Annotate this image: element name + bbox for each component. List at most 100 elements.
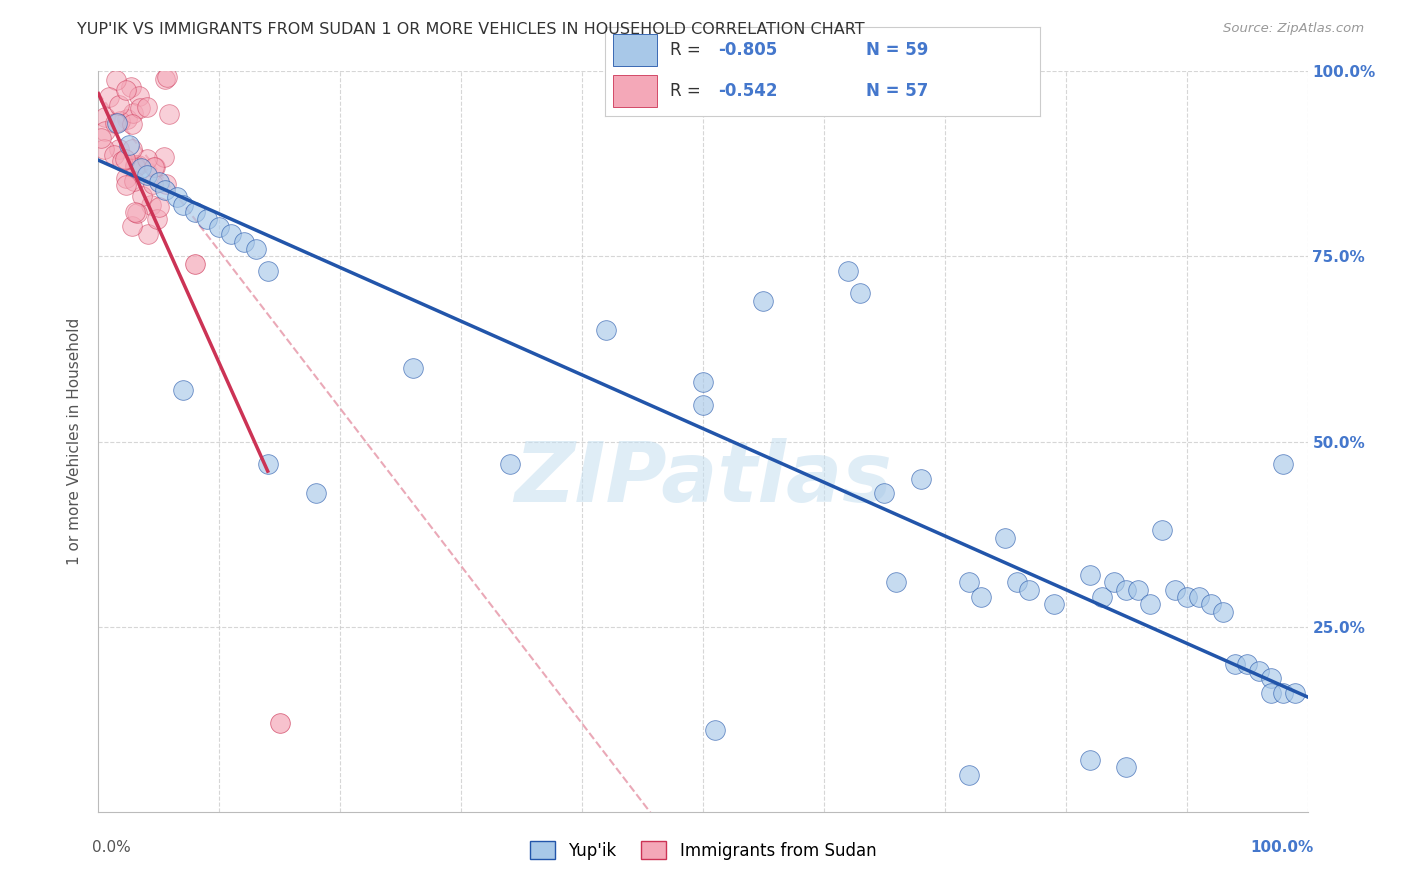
Text: N = 57: N = 57 <box>866 82 928 100</box>
Point <box>107 142 129 156</box>
Point <box>143 160 166 174</box>
Point <box>957 767 980 781</box>
Point <box>135 168 157 182</box>
Point <box>1223 657 1246 671</box>
FancyBboxPatch shape <box>613 34 657 66</box>
Point <box>136 152 159 166</box>
Point <box>195 212 218 227</box>
Point <box>1163 582 1185 597</box>
Text: R =: R = <box>671 82 706 100</box>
Point <box>121 117 143 131</box>
Point <box>1236 657 1258 671</box>
Point <box>141 198 163 212</box>
Point <box>1078 567 1101 582</box>
Point <box>256 264 278 278</box>
Point <box>1260 672 1282 686</box>
Point <box>121 219 143 233</box>
Text: -0.805: -0.805 <box>718 41 778 59</box>
Text: 100.0%: 100.0% <box>1250 840 1313 855</box>
Text: R =: R = <box>671 41 706 59</box>
Point <box>269 715 291 730</box>
Point <box>127 158 149 172</box>
Point <box>994 531 1017 545</box>
Text: ZIPatlas: ZIPatlas <box>515 438 891 519</box>
Text: 0.0%: 0.0% <box>93 840 131 855</box>
Point <box>957 575 980 590</box>
Point <box>1078 753 1101 767</box>
Point <box>121 142 143 156</box>
FancyBboxPatch shape <box>613 75 657 107</box>
Point <box>692 398 714 412</box>
Point <box>111 154 134 169</box>
Point <box>1007 575 1029 590</box>
Point <box>94 124 117 138</box>
Point <box>120 79 142 94</box>
Point <box>595 324 617 338</box>
Point <box>104 116 127 130</box>
Point <box>873 486 896 500</box>
Point <box>125 206 148 220</box>
Point <box>837 264 859 278</box>
Point <box>1018 582 1040 597</box>
Point <box>108 97 131 112</box>
Point <box>118 138 141 153</box>
Text: YUP'IK VS IMMIGRANTS FROM SUDAN 1 OR MORE VEHICLES IN HOUSEHOLD CORRELATION CHAR: YUP'IK VS IMMIGRANTS FROM SUDAN 1 OR MOR… <box>77 22 865 37</box>
Point <box>122 106 145 120</box>
Point <box>143 160 166 174</box>
Point <box>752 293 775 308</box>
Point <box>184 257 207 271</box>
Point <box>114 152 136 166</box>
Point <box>910 471 932 485</box>
Point <box>1284 686 1306 700</box>
Point <box>256 457 278 471</box>
Point <box>93 142 115 156</box>
Point <box>172 383 194 397</box>
Text: -0.542: -0.542 <box>718 82 778 100</box>
Point <box>208 219 231 234</box>
Point <box>128 89 150 103</box>
Point <box>146 212 169 227</box>
Point <box>155 177 177 191</box>
Point <box>1102 575 1125 590</box>
Text: Source: ZipAtlas.com: Source: ZipAtlas.com <box>1223 22 1364 36</box>
Point <box>129 161 152 175</box>
Point <box>1199 598 1222 612</box>
Point <box>148 175 170 190</box>
Point <box>129 101 152 115</box>
Point <box>124 158 146 172</box>
Point <box>124 160 146 174</box>
Legend: Yup'ik, Immigrants from Sudan: Yup'ik, Immigrants from Sudan <box>523 835 883 866</box>
Point <box>245 242 267 256</box>
Point <box>108 113 131 128</box>
Point <box>153 150 176 164</box>
Point <box>849 286 872 301</box>
Point <box>692 376 714 390</box>
Point <box>1260 686 1282 700</box>
Point <box>1272 686 1295 700</box>
Point <box>1042 598 1064 612</box>
Point <box>136 227 159 241</box>
Point <box>1128 582 1150 597</box>
Point <box>156 70 179 84</box>
Point <box>115 112 138 126</box>
Point <box>1175 590 1198 604</box>
Point <box>1272 457 1295 471</box>
Point <box>153 71 176 86</box>
Point <box>221 227 243 242</box>
Point <box>232 235 254 249</box>
Point <box>1139 598 1161 612</box>
Point <box>98 90 121 104</box>
Point <box>131 189 153 203</box>
Point <box>135 100 157 114</box>
Point <box>402 360 425 375</box>
Point <box>970 590 993 604</box>
Point <box>172 197 194 211</box>
Point <box>114 178 136 193</box>
Text: N = 59: N = 59 <box>866 41 928 59</box>
Point <box>122 174 145 188</box>
Point <box>124 205 146 219</box>
Point <box>305 486 328 500</box>
Point <box>153 183 176 197</box>
Point <box>1249 664 1271 678</box>
Point <box>1212 605 1234 619</box>
